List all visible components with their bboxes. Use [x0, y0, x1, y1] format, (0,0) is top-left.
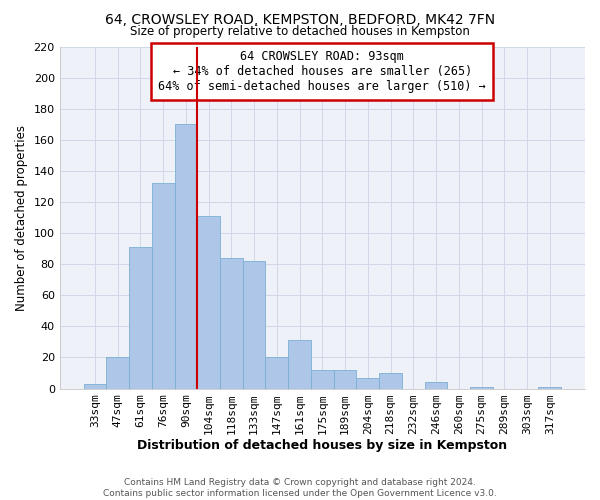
Y-axis label: Number of detached properties: Number of detached properties [15, 124, 28, 310]
Bar [83, 384, 106, 388]
Bar [470, 387, 493, 388]
Bar [425, 382, 448, 388]
Bar [106, 358, 129, 388]
Bar [538, 387, 561, 388]
Bar [265, 358, 288, 388]
Bar [220, 258, 243, 388]
Bar [288, 340, 311, 388]
Bar [197, 216, 220, 388]
Text: 64, CROWSLEY ROAD, KEMPSTON, BEDFORD, MK42 7FN: 64, CROWSLEY ROAD, KEMPSTON, BEDFORD, MK… [105, 12, 495, 26]
Bar [334, 370, 356, 388]
Bar [175, 124, 197, 388]
Text: Size of property relative to detached houses in Kempston: Size of property relative to detached ho… [130, 25, 470, 38]
Bar [379, 373, 402, 388]
Text: 64 CROWSLEY ROAD: 93sqm
← 34% of detached houses are smaller (265)
64% of semi-d: 64 CROWSLEY ROAD: 93sqm ← 34% of detache… [158, 50, 486, 93]
Bar [311, 370, 334, 388]
Bar [243, 261, 265, 388]
Bar [129, 247, 152, 388]
Bar [356, 378, 379, 388]
Text: Contains HM Land Registry data © Crown copyright and database right 2024.
Contai: Contains HM Land Registry data © Crown c… [103, 478, 497, 498]
X-axis label: Distribution of detached houses by size in Kempston: Distribution of detached houses by size … [137, 440, 508, 452]
Bar [152, 184, 175, 388]
